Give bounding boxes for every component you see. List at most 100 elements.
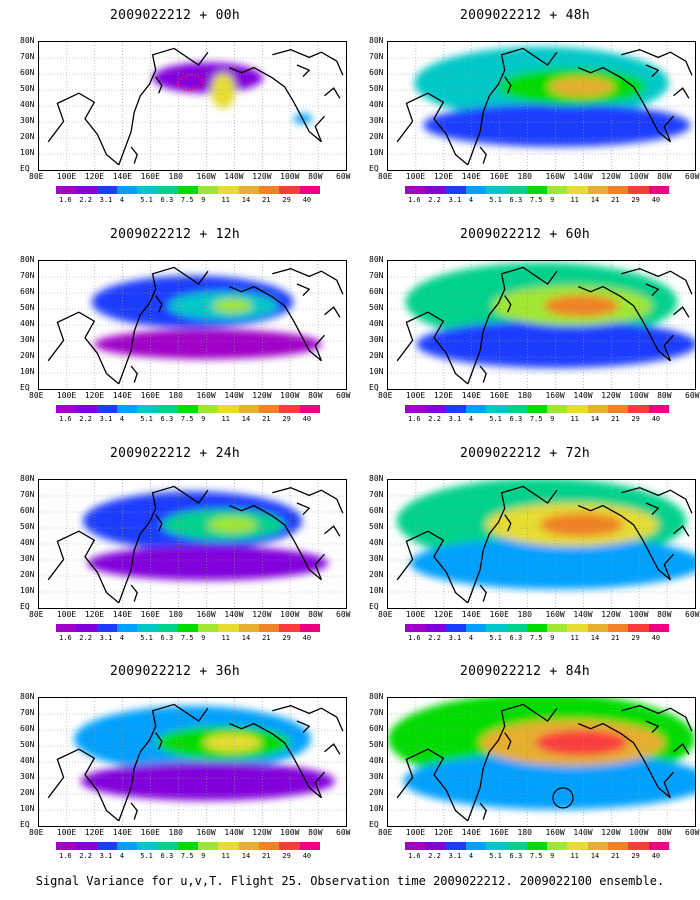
coastline — [155, 295, 163, 313]
lat-tick-label: 60N — [369, 724, 384, 733]
lon-tick-label: 160E — [140, 828, 160, 837]
lon-tick-label: 120E — [433, 828, 454, 837]
coastline — [47, 311, 120, 385]
colorbar-swatch — [218, 405, 240, 413]
lon-tick-label: 100W — [629, 610, 649, 619]
lon-tick-label: 100E — [56, 172, 77, 181]
colorbar-swatch — [76, 624, 98, 632]
lon-tick-label: 100E — [405, 610, 426, 619]
lat-tick-label: 30N — [369, 335, 384, 344]
lon-tick-label: 100E — [56, 610, 77, 619]
colorbar-label: 9 — [550, 415, 555, 423]
colorbar-label: 5.1 — [489, 852, 502, 860]
coastline — [479, 584, 487, 602]
colorbar-swatch — [238, 186, 260, 194]
coastline — [578, 66, 674, 143]
lat-tick-label: EQ — [369, 164, 379, 173]
colorbar-label: 29 — [631, 852, 640, 860]
colorbar-swatch — [628, 842, 650, 850]
colorbar-swatch — [547, 186, 568, 194]
colorbar-swatch — [526, 405, 548, 413]
colorbar-label: 2.2 — [428, 415, 441, 423]
colorbar-swatch — [486, 842, 508, 850]
colorbar-label: 29 — [631, 415, 640, 423]
lon-tick-label: 140E — [461, 391, 481, 400]
coastline — [467, 485, 558, 604]
lat-tick-label: 80N — [369, 692, 384, 701]
variance-region — [539, 512, 624, 537]
colorbar-swatch — [198, 186, 219, 194]
lat-tick-label: 20N — [369, 788, 384, 797]
lon-tick-label: 100W — [629, 828, 649, 837]
lon-tick-label: 100W — [629, 391, 649, 400]
colorbar-label: 7.5 — [529, 852, 543, 860]
colorbar-swatch — [76, 842, 98, 850]
lon-tick-label: 140E — [112, 610, 132, 619]
lon-tick-label: 100W — [629, 172, 649, 181]
colorbar-swatch — [299, 405, 321, 413]
lon-tick-label: 140E — [461, 172, 481, 181]
colorbar-label: 14 — [590, 196, 600, 204]
colorbar-label: 6.3 — [509, 852, 523, 860]
lat-tick-label: 20N — [20, 788, 35, 797]
lon-tick-label: 180 — [517, 828, 532, 837]
colorbar-swatch — [425, 186, 447, 194]
colorbar-swatch — [587, 186, 609, 194]
colorbar-label: 21 — [262, 634, 271, 642]
variance-region — [87, 546, 329, 581]
lat-tick-label: 70N — [369, 52, 384, 61]
coastline — [479, 802, 487, 820]
colorbar-swatch — [405, 186, 426, 194]
colorbar-swatch — [116, 842, 138, 850]
variance-region — [80, 761, 336, 801]
lon-tick-label: 160E — [140, 172, 160, 181]
colorbar-swatch — [445, 624, 467, 632]
colorbar-swatch — [567, 405, 589, 413]
lat-tick-label: 50N — [20, 522, 35, 531]
colorbar-swatch — [465, 842, 487, 850]
lon-tick-label: 160E — [489, 828, 509, 837]
lon-tick-label: 180 — [168, 610, 183, 619]
variance-region — [152, 62, 264, 94]
colorbar-label: 21 — [611, 852, 620, 860]
lat-tick-label: 70N — [369, 490, 384, 499]
variance-region — [416, 320, 695, 368]
coastline — [504, 295, 512, 313]
colorbar-swatch — [279, 186, 301, 194]
lat-tick-label: 10N — [20, 586, 35, 595]
variance-map — [38, 479, 347, 609]
colorbar-swatch — [96, 186, 118, 194]
colorbar-label: 40 — [651, 415, 661, 423]
lon-tick-label: 160W — [545, 391, 565, 400]
colorbar-label: 3.1 — [448, 634, 462, 642]
lon-tick-label: 140W — [573, 610, 593, 619]
colorbar-label: 9 — [201, 196, 206, 204]
lon-tick-label: 80E — [378, 610, 393, 619]
colorbar-label: 14 — [241, 852, 251, 860]
lon-tick-label: 100E — [56, 828, 77, 837]
lon-tick-label: 160W — [196, 172, 216, 181]
lat-tick-label: EQ — [369, 383, 379, 392]
lat-tick-label: EQ — [20, 164, 30, 173]
colorbar-label: 14 — [241, 196, 251, 204]
coastline — [229, 722, 325, 799]
coastline — [621, 268, 693, 295]
colorbar-label: 40 — [302, 634, 312, 642]
lat-tick-label: 30N — [20, 116, 35, 125]
coastline — [324, 525, 341, 537]
colorbar-swatch — [628, 624, 650, 632]
lat-tick-label: 50N — [20, 303, 35, 312]
colorbar-swatch — [299, 186, 321, 194]
coastline — [578, 722, 674, 799]
lon-tick-label: 140W — [224, 828, 244, 837]
coastline — [504, 76, 512, 94]
lat-tick-label: 40N — [369, 319, 384, 328]
coastline — [130, 365, 138, 383]
lon-tick-label: 180 — [517, 172, 532, 181]
lon-tick-label: 140W — [573, 172, 593, 181]
lon-tick-label: 120W — [252, 828, 272, 837]
lon-tick-label: 120E — [84, 828, 105, 837]
colorbar-label: 2.2 — [79, 852, 92, 860]
colorbar-label: 7.5 — [529, 634, 543, 642]
